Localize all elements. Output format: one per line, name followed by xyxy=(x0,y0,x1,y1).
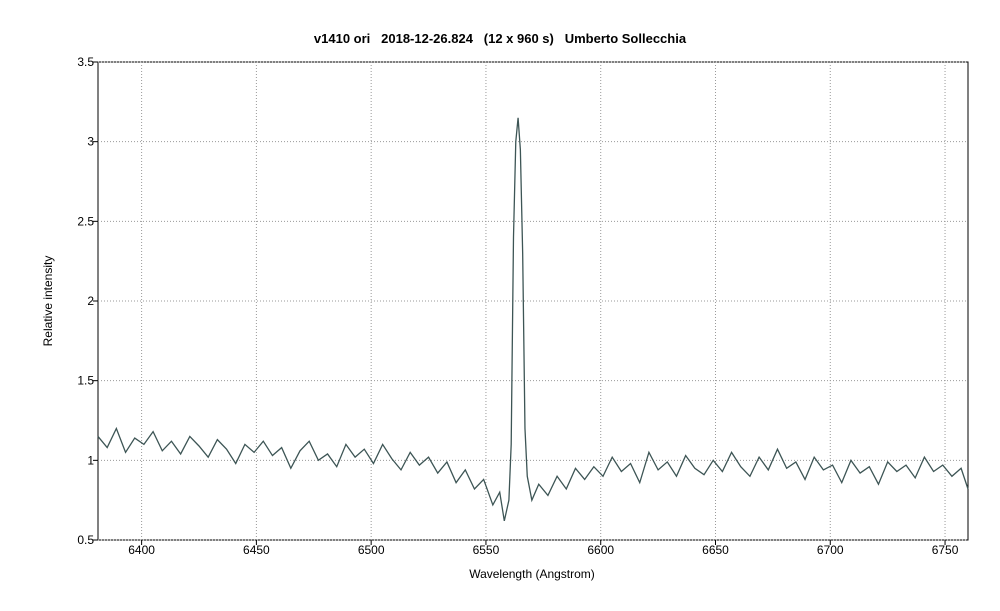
y-axis-label: Relative intensity xyxy=(41,256,55,347)
x-tick-label: 6450 xyxy=(243,543,270,557)
x-tick-label: 6400 xyxy=(128,543,155,557)
y-tick-label: 3.5 xyxy=(77,55,94,69)
y-tick-label: 1 xyxy=(87,453,94,467)
x-tick-label: 6500 xyxy=(358,543,385,557)
x-axis-label: Wavelength (Angstrom) xyxy=(469,567,595,581)
y-tick-label: 2 xyxy=(87,294,94,308)
x-tick-label: 6550 xyxy=(473,543,500,557)
chart-title: v1410 ori 2018-12-26.824 (12 x 960 s) Um… xyxy=(314,31,687,46)
x-tick-label: 6750 xyxy=(932,543,959,557)
y-tick-label: 2.5 xyxy=(77,214,94,228)
y-tick-label: 0.5 xyxy=(77,533,94,547)
y-tick-label: 1.5 xyxy=(77,374,94,388)
x-tick-label: 6650 xyxy=(702,543,729,557)
spectrum-line xyxy=(97,117,969,522)
x-tick-label: 6600 xyxy=(587,543,614,557)
y-tick-label: 3 xyxy=(87,135,94,149)
x-tick-label: 6700 xyxy=(817,543,844,557)
